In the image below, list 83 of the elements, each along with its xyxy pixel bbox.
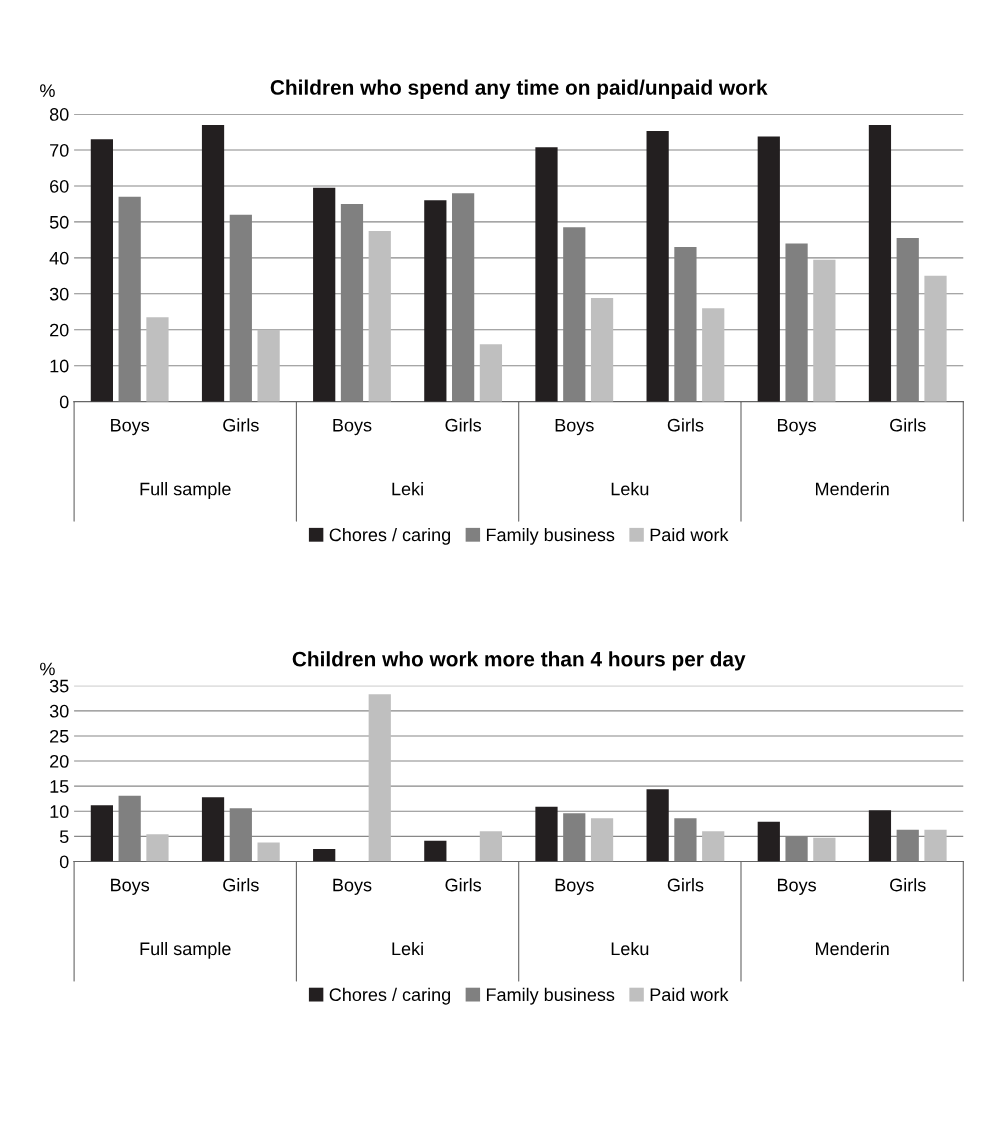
bar [590,298,614,402]
bar [924,829,947,862]
y-tick-label: 0 [59,395,69,409]
x-tick-label: Boys [111,878,150,895]
bar [368,694,391,862]
y-axis-title: % [40,662,55,676]
x-tick-label: Girls [890,418,926,432]
y-tick-label: 25 [50,729,69,743]
bar [479,831,503,862]
bar [757,821,780,862]
bar [313,187,336,402]
legend-label: Paid work [650,987,729,1002]
legend-label: Chores / caring [329,987,451,1005]
y-tick-label: 70 [50,143,69,157]
bar [868,810,892,862]
bar [313,848,336,862]
x-tick-label: Girls [223,418,259,432]
y-tick-label: 60 [50,179,69,193]
bar [90,139,113,402]
bar [146,834,169,862]
y-tick-label: 40 [49,251,69,265]
x-tick-label: Boys [555,418,594,436]
x-tick-label: Girls [890,878,926,892]
bar [146,317,169,402]
bar [757,136,780,402]
bar [924,275,947,402]
x-tick-label: Boys [333,878,372,895]
y-tick-label: 35 [49,679,69,693]
text: Leki [392,941,423,956]
bar [813,259,836,402]
y-tick-label: 10 [50,805,69,818]
bar [702,308,725,402]
text: Menderin [816,941,889,956]
bar [201,124,225,402]
y-tick-label: 20 [50,754,69,768]
y-tick-label: 0 [59,855,69,869]
bar [535,147,558,402]
y-tick-label: 20 [50,323,69,337]
bar [424,840,447,862]
x-tick-label: Boys [777,418,816,436]
legend-label: Paid work [650,527,729,542]
bar [257,329,280,402]
legend-label: Family business [486,987,615,1005]
bar [257,842,280,862]
y-axis-title: % [40,84,55,97]
x-tick-label: Boys [555,878,594,895]
x-tick-label: Girls [667,878,704,892]
text: Leku [611,482,649,496]
text: Menderin [816,482,889,496]
y-tick-label: 50 [49,215,69,229]
text: Full sample [140,941,231,959]
bar [646,130,669,402]
bar [813,837,836,862]
x-tick-label: Boys [333,418,372,436]
x-tick-label: Girls [445,418,482,432]
y-tick-label: 10 [50,359,69,373]
bar [590,818,614,862]
chart-title: Children who spend any time on paid/unpaid work [270,79,768,99]
x-tick-label: Girls [223,878,259,892]
x-tick-label: Boys [777,878,816,895]
bar [702,831,725,862]
text: Leki [392,482,423,496]
x-tick-label: Girls [445,878,482,892]
x-tick-label: Girls [667,418,704,432]
x-tick-label: Boys [111,418,150,436]
legend-label: Chores / caring [329,527,451,545]
y-tick-label: 30 [49,287,69,301]
bar [479,344,503,402]
bar [868,124,892,402]
text: Leku [611,941,649,956]
bar [90,805,113,862]
bar [368,230,391,402]
bar [424,200,447,402]
bar [646,789,669,862]
y-tick-label: 30 [49,704,69,718]
bar [535,806,558,862]
legend-label: Family business [486,527,615,545]
y-tick-label: 80 [49,108,69,121]
y-tick-label: 15 [50,780,69,793]
text: Full sample [140,482,231,499]
chart-title: Children who work more than 4 hours per day [292,651,746,671]
bar [201,797,225,862]
y-tick-label: 5 [59,830,69,844]
